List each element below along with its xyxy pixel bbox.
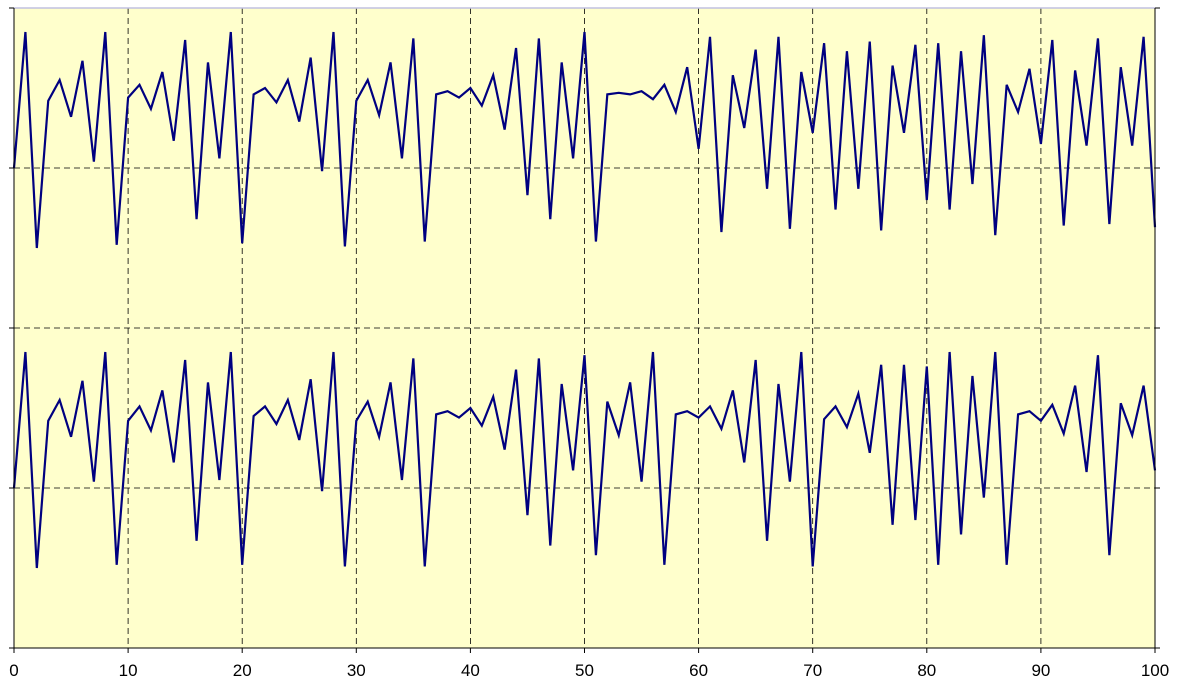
- x-tick-label-40: 40: [461, 661, 480, 680]
- x-tick-label-100: 100: [1141, 661, 1169, 680]
- x-tick-label-30: 30: [347, 661, 366, 680]
- x-tick-label-70: 70: [803, 661, 822, 680]
- grid: [14, 8, 1155, 648]
- x-tick-label-90: 90: [1031, 661, 1050, 680]
- axes: [9, 7, 1160, 653]
- series-line-panel-2: [12, 351, 1157, 569]
- x-tick-labels: 0 10 20 30 40 50 60 70 80 90 100: [9, 661, 1169, 680]
- x-tick-label-50: 50: [575, 661, 594, 680]
- series-lines: [12, 31, 1157, 569]
- x-tick-label-60: 60: [689, 661, 708, 680]
- x-tick-label-0: 0: [9, 661, 18, 680]
- x-tick-label-10: 10: [119, 661, 138, 680]
- x-tick-label-20: 20: [233, 661, 252, 680]
- x-tick-label-80: 80: [917, 661, 936, 680]
- series-line-panel-1: [12, 31, 1157, 249]
